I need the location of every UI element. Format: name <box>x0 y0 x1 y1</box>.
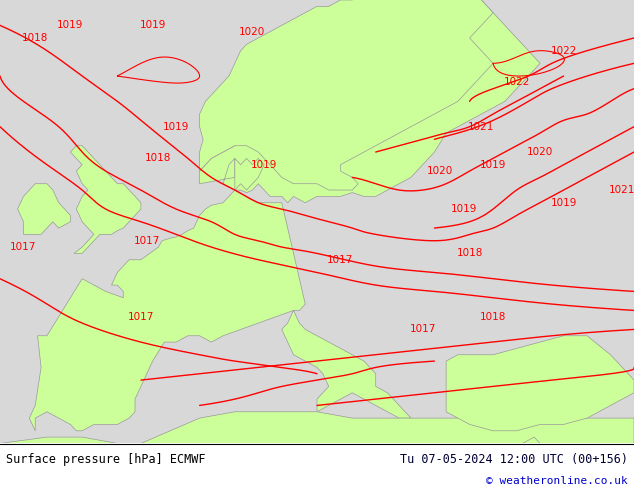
Text: 1019: 1019 <box>480 160 507 170</box>
Text: © weatheronline.co.uk: © weatheronline.co.uk <box>486 476 628 486</box>
Text: 1018: 1018 <box>145 153 172 163</box>
Text: 1019: 1019 <box>451 204 477 214</box>
Polygon shape <box>70 146 141 253</box>
Text: Tu 07-05-2024 12:00 UTC (00+156): Tu 07-05-2024 12:00 UTC (00+156) <box>399 453 628 466</box>
Text: 1018: 1018 <box>480 312 507 322</box>
Text: 1017: 1017 <box>134 236 160 245</box>
Polygon shape <box>446 336 634 431</box>
Polygon shape <box>517 437 540 450</box>
Text: 1019: 1019 <box>251 160 277 170</box>
Text: 1020: 1020 <box>527 147 553 157</box>
Text: 1019: 1019 <box>550 198 577 208</box>
Text: 1021: 1021 <box>609 185 634 195</box>
Text: 1017: 1017 <box>410 324 436 334</box>
Text: 1017: 1017 <box>127 312 154 322</box>
Text: 1020: 1020 <box>427 166 453 176</box>
Polygon shape <box>200 0 493 190</box>
Text: 1019: 1019 <box>139 21 166 30</box>
Text: 1017: 1017 <box>10 242 37 252</box>
Text: 1021: 1021 <box>468 122 495 132</box>
Polygon shape <box>0 412 634 443</box>
Polygon shape <box>29 0 540 431</box>
Text: 1019: 1019 <box>163 122 190 132</box>
Polygon shape <box>18 184 70 234</box>
Text: 1017: 1017 <box>327 255 354 265</box>
Text: 1018: 1018 <box>456 248 483 258</box>
Text: Surface pressure [hPa] ECMWF: Surface pressure [hPa] ECMWF <box>6 453 206 466</box>
Text: 1018: 1018 <box>22 33 48 43</box>
Text: 1020: 1020 <box>239 26 266 37</box>
Text: 1022: 1022 <box>550 46 577 56</box>
Polygon shape <box>235 158 264 190</box>
Text: 1019: 1019 <box>57 21 84 30</box>
Text: 1022: 1022 <box>503 77 530 87</box>
